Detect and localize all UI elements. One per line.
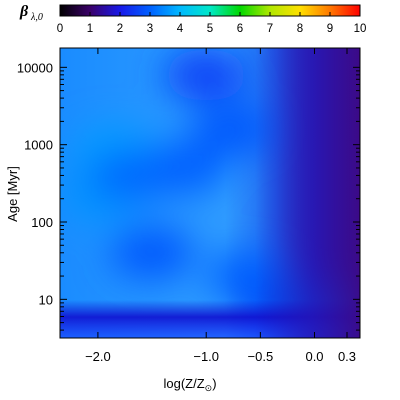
colorbar-tick-label: 3	[147, 23, 153, 35]
heat-blob	[191, 103, 276, 156]
colorbar-tick-label: 5	[207, 23, 213, 35]
colorbar-tick-label: 1	[87, 23, 93, 35]
y-tick-label: 10	[39, 292, 53, 307]
colorbar-tick-label: 9	[327, 23, 333, 35]
y-tick-label: 1000	[24, 138, 53, 153]
x-axis-title: log(Z/Z⊙)	[163, 376, 216, 393]
x-axis-ticks: −2.0 −1.0 −0.5 0.0 0.3	[85, 48, 356, 364]
colorbar-tick-label: 0	[57, 23, 63, 35]
y-axis-title: Age [Myr]	[5, 166, 20, 222]
heatmap-field	[60, 48, 360, 338]
colorbar-tick-label: 6	[237, 23, 243, 35]
colorbar-tick-label: 7	[267, 23, 273, 35]
x-tick-label: −1.0	[193, 349, 219, 364]
colorbar-label-subscript: λ,0	[30, 12, 43, 23]
heat-blob	[110, 226, 195, 279]
x-tick-label: 0.3	[338, 349, 356, 364]
colorbar-tick-label: 4	[177, 23, 184, 35]
x-tick-label: −0.5	[248, 349, 274, 364]
plot-frame	[59, 47, 361, 339]
colorbar-ticks: 0 1 2 3 4 5 6 7 8 9 10	[57, 12, 367, 35]
colorbar-tick-label: 2	[117, 23, 123, 35]
colorbar-tick-label: 8	[297, 23, 303, 35]
x-tick-label: 0.0	[305, 349, 323, 364]
y-axis-ticks: 10 100 1000 10000	[17, 60, 360, 331]
heat-blob	[142, 141, 227, 194]
x-tick-label: −2.0	[85, 349, 111, 364]
y-tick-label: 10000	[17, 60, 53, 75]
colorbar-label-symbol: β	[19, 3, 29, 20]
y-tick-label: 100	[31, 215, 53, 230]
heat-blob	[164, 49, 249, 102]
colorbar-tick-label: 10	[354, 23, 367, 35]
